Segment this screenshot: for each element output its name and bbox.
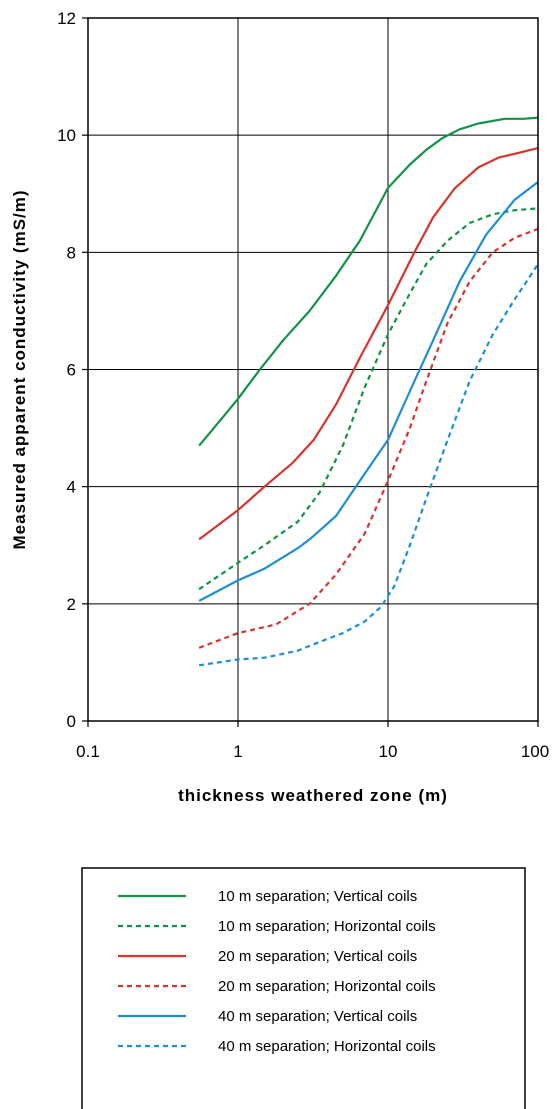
grid-lines <box>88 18 538 721</box>
axis-ticks: 0 2 4 6 8 10 12 0.1 1 10 100 <box>57 9 549 761</box>
legend-label-4: 20 m separation; Horizontal coils <box>218 978 436 995</box>
legend-label-3: 20 m separation; Vertical coils <box>218 948 417 965</box>
x-tick-label: 0.1 <box>76 742 100 761</box>
series-line-5 <box>198 181 539 602</box>
x-axis-title: thickness weathered zone (m) <box>178 786 448 805</box>
legend-label-5: 40 m separation; Vertical coils <box>218 1008 417 1025</box>
y-tick-label: 2 <box>67 595 76 614</box>
y-tick-label: 8 <box>67 243 76 262</box>
x-tick-label: 1 <box>233 742 242 761</box>
series-lines <box>198 116 539 667</box>
series-line-6 <box>198 263 539 667</box>
x-tick-label: 10 <box>379 742 398 761</box>
series-line-2 <box>198 207 539 591</box>
y-tick-label: 0 <box>67 712 76 731</box>
y-tick-label: 4 <box>67 478 76 497</box>
series-line-1 <box>198 116 539 447</box>
series-line-3 <box>198 147 539 541</box>
legend: 10 m separation; Vertical coils 10 m sepa… <box>81 867 526 1109</box>
legend-box <box>81 867 526 1109</box>
legend-label-6: 40 m separation; Horizontal coils <box>218 1038 436 1055</box>
y-tick-label: 12 <box>57 9 76 28</box>
x-tick-label: 100 <box>521 742 549 761</box>
y-tick-label: 6 <box>67 361 76 380</box>
series-line-4 <box>198 227 539 649</box>
legend-label-1: 10 m separation; Vertical coils <box>218 888 417 905</box>
y-axis-title: Measured apparent conductivity (mS/m) <box>10 189 29 549</box>
legend-label-2: 10 m separation; Horizontal coils <box>218 918 436 935</box>
y-tick-label: 10 <box>57 126 76 145</box>
